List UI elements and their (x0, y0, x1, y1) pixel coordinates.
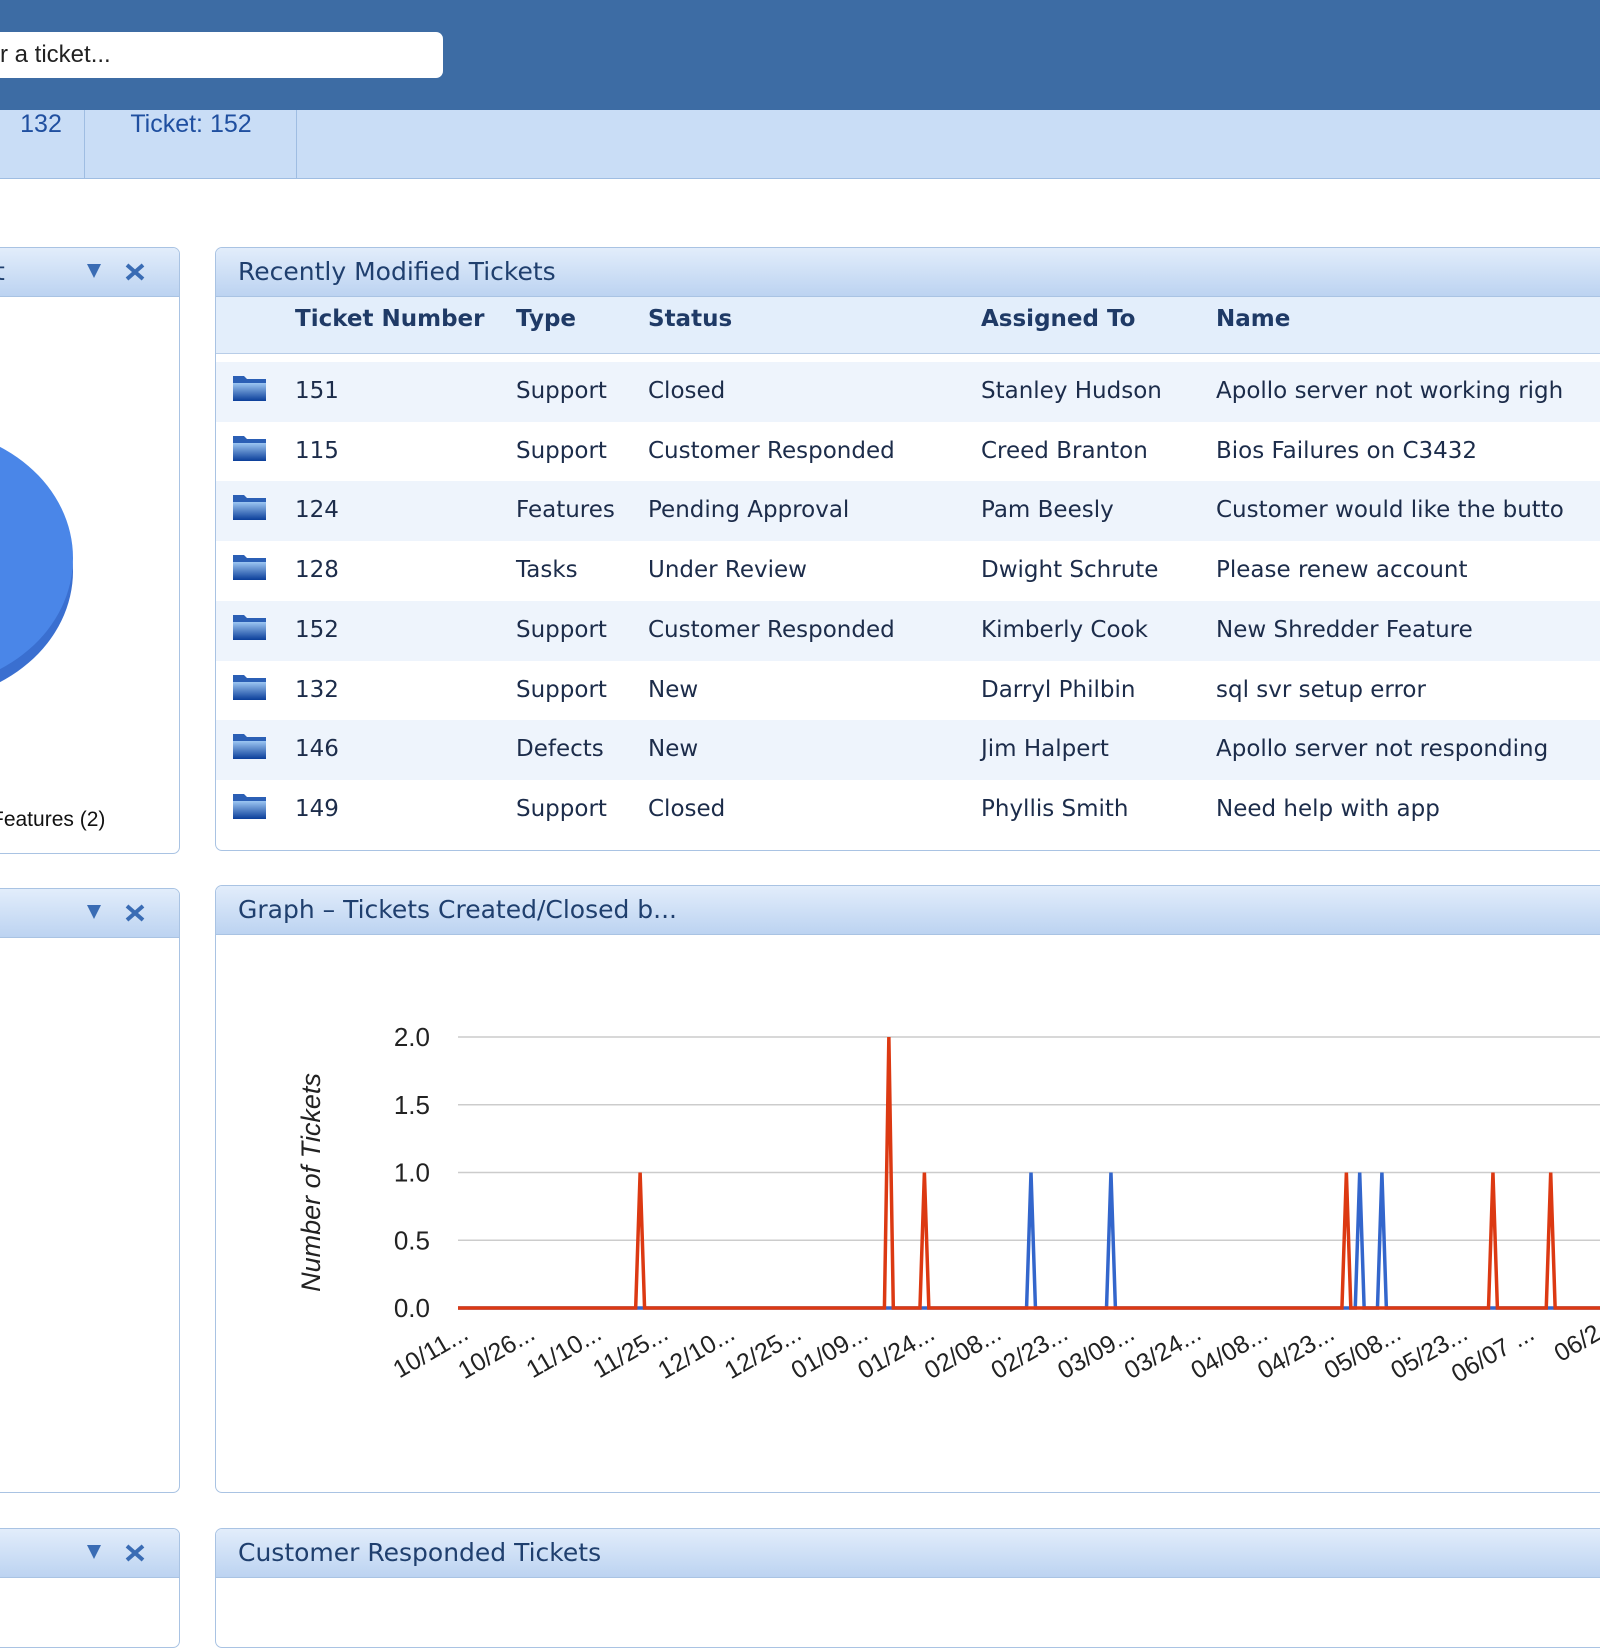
panel-header: t (0, 248, 179, 297)
table-cell: New (648, 736, 699, 763)
search-box[interactable]: r a ticket... (0, 32, 443, 78)
panel-header: Graph – Tickets Created/Closed b... (216, 886, 1600, 935)
table-cell: Tasks (516, 557, 578, 584)
column-header: Name (1216, 306, 1291, 332)
pie-panel: t Features (2) (0, 247, 180, 854)
table-cell: Under Review (648, 557, 807, 584)
table-cell: Dwight Schrute (981, 557, 1159, 584)
table-cell: Customer Responded (648, 616, 895, 643)
table-cell: 151 (295, 378, 339, 404)
table-cell: Support (516, 616, 607, 643)
table-row[interactable]: 149 Support Closed Phyllis Smith Need help w… (216, 779, 1600, 840)
table-cell: Support (516, 378, 607, 404)
customer-panel: Customer Responded Tickets (215, 1528, 1600, 1648)
table-cell: Darryl Philbin (981, 676, 1136, 703)
table-row[interactable]: 151 Support Closed Stanley Hudson Apollo ser… (216, 362, 1600, 422)
table-cell: 115 (295, 437, 339, 464)
tab[interactable]: Ticket: 152 (86, 110, 297, 178)
tickets-panel: Recently Modified Tickets Ticket Number T… (215, 247, 1600, 851)
side-panel (0, 1528, 180, 1648)
panel-title: Recently Modified Tickets (238, 257, 556, 286)
table-cell: Phyllis Smith (981, 795, 1129, 822)
panel-header (0, 889, 179, 938)
column-header: Status (648, 306, 733, 332)
table-cell: 146 (295, 736, 339, 763)
folder-icon (233, 614, 266, 640)
table-cell: Bios Failures on C3432 (1216, 437, 1478, 464)
table-row[interactable]: 124 Features Pending Approval Pam Beesly Cus… (216, 481, 1600, 542)
table-cell: Customer Responded (648, 437, 895, 464)
panel-controls[interactable] (83, 901, 153, 925)
folder-icon (233, 793, 266, 819)
side-panel (0, 888, 180, 1493)
table-cell: 128 (295, 557, 339, 584)
table-cell: 149 (295, 795, 339, 822)
table-row[interactable]: 128 Tasks Under Review Dwight Schrute Please… (216, 541, 1600, 602)
column-header: Ticket Number (295, 306, 485, 332)
pie-legend: Features (2) (0, 808, 106, 831)
table-cell: Customer would like the butto (1216, 497, 1564, 524)
table-cell: Pending Approval (648, 497, 850, 524)
table-cell: Closed (648, 378, 726, 404)
panel-controls[interactable] (83, 260, 153, 284)
table-cell: Please renew account (1216, 557, 1468, 584)
table-row[interactable]: 146 Defects New Jim Halpert Apollo server no… (216, 720, 1600, 781)
column-header: Assigned To (981, 306, 1136, 332)
table-cell: Apollo server not working righ (1216, 378, 1564, 404)
table-row[interactable]: 132 Support New Darryl Philbin sql svr setup… (216, 660, 1600, 721)
table-header (216, 297, 1600, 354)
table-cell: sql svr setup error (1216, 676, 1426, 703)
tab-bar: 132 Ticket: 152 (0, 110, 1600, 179)
graph-panel: Graph – Tickets Created/Closed b... (215, 885, 1600, 1493)
panel-header: Recently Modified Tickets (216, 248, 1600, 297)
table-cell: Creed Branton (981, 437, 1148, 464)
table-cell: 152 (295, 616, 339, 643)
panel-header: Customer Responded Tickets (216, 1529, 1600, 1578)
table-cell: Defects (516, 736, 604, 763)
table-cell: Stanley Hudson (981, 378, 1162, 404)
table-cell: Features (516, 497, 615, 524)
folder-icon (233, 674, 266, 700)
tab[interactable]: 132 (0, 110, 85, 178)
table-row[interactable]: 152 Support Customer Responded Kimberly Coo… (216, 600, 1600, 661)
panel-controls[interactable] (83, 1541, 153, 1565)
panel-title: Customer Responded Tickets (238, 1538, 602, 1567)
table-cell: Apollo server not responding (1216, 736, 1549, 763)
panel-title: Graph – Tickets Created/Closed b... (238, 895, 678, 924)
table-cell: Closed (648, 795, 726, 822)
table-cell: Jim Halpert (981, 736, 1109, 763)
table-cell: Kimberly Cook (981, 616, 1148, 643)
panel-header (0, 1529, 179, 1578)
table-cell: Support (516, 676, 607, 703)
table-cell: Support (516, 437, 607, 464)
pie (0, 446, 73, 683)
table-cell: 132 (295, 676, 339, 703)
folder-icon (233, 495, 266, 521)
column-header: Type (516, 306, 577, 332)
table-row[interactable]: 115 Support Customer Responded Creed Branto… (216, 421, 1600, 482)
table-cell: New Shredder Feature (1216, 616, 1473, 643)
folder-icon (233, 734, 266, 760)
panel-title: t (0, 248, 5, 296)
table-cell: Need help with app (1216, 795, 1440, 822)
folder-icon (233, 376, 266, 401)
folder-icon (233, 435, 266, 461)
table-cell: 124 (295, 497, 339, 524)
table-cell: New (648, 676, 699, 703)
table-cell: Pam Beesly (981, 497, 1114, 524)
folder-icon (233, 555, 266, 581)
table-cell: Support (516, 795, 607, 822)
